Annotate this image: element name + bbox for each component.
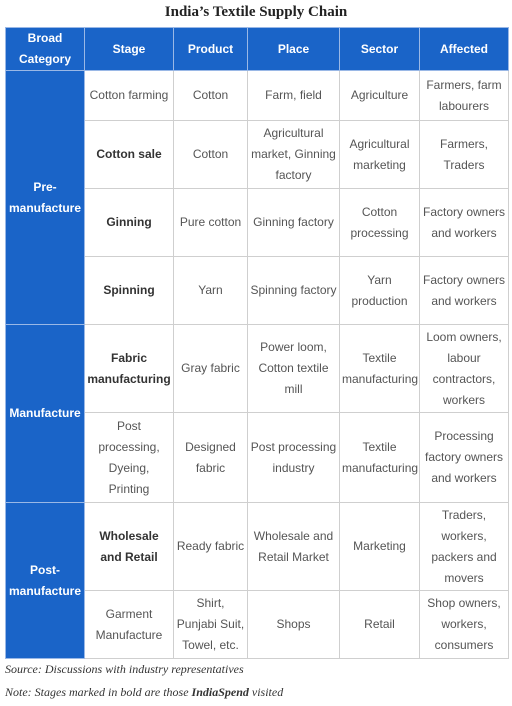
table-row: Post processing, Dyeing, Printing Designe…: [6, 412, 509, 503]
column-header: Product: [173, 27, 248, 71]
stage-cell: Garment Manufacture: [84, 590, 174, 659]
sector-cell: Agriculture: [339, 70, 420, 121]
stage-cell: Wholesale and Retail: [84, 502, 174, 591]
affected-cell: Shop owners, workers, consumers: [419, 590, 509, 659]
product-cell: Ready fabric: [173, 502, 248, 591]
product-cell: Shirt, Punjabi Suit, Towel, etc.: [173, 590, 248, 659]
affected-cell: Farmers, farm labourers: [419, 70, 509, 121]
column-header: Sector: [339, 27, 420, 71]
note-text: Note: Stages marked in bold are those: [5, 685, 192, 699]
sector-cell: Retail: [339, 590, 420, 659]
affected-cell: Factory owners and workers: [419, 256, 509, 325]
affected-cell: Processing factory owners and workers: [419, 412, 509, 503]
affected-cell: Factory owners and workers: [419, 188, 509, 257]
stage-cell: Cotton farming: [84, 70, 174, 121]
place-cell: Spinning factory: [247, 256, 340, 325]
table-row: Cotton sale Cotton Agricultural market, Gi…: [6, 120, 509, 189]
place-cell: Wholesale and Retail Market: [247, 502, 340, 591]
place-cell: Shops: [247, 590, 340, 659]
table-row: Garment Manufacture Shirt, Punjabi Suit, …: [6, 590, 509, 659]
affected-cell: Loom owners, labour contractors, workers: [419, 324, 509, 413]
column-header: Broad Category: [5, 27, 85, 71]
place-cell: Post processing industry: [247, 412, 340, 503]
affected-cell: Farmers, Traders: [419, 120, 509, 189]
note-text: visited: [248, 685, 284, 699]
place-cell: Farm, field: [247, 70, 340, 121]
product-cell: Cotton: [173, 120, 248, 189]
sector-cell: Cotton processing: [339, 188, 420, 257]
table-row: Post-manufacture Wholesale and Retail Read…: [5, 502, 509, 659]
column-header: Stage: [84, 27, 174, 71]
table-title: India’s Textile Supply Chain: [164, 4, 348, 20]
place-cell: Power loom, Cotton textile mill: [247, 324, 340, 413]
product-cell: Gray fabric: [173, 324, 248, 413]
sector-cell: Yarn production: [339, 256, 420, 325]
column-header: Place: [247, 27, 340, 71]
header-row: Broad Category Stage Product Place Sector Aff…: [5, 27, 509, 71]
broad-category: Pre-manufacture: [5, 70, 85, 325]
place-cell: Agricultural market, Ginning factory: [247, 120, 340, 189]
table-row: Pre-manufacture Cotton farming Cotton Farm,…: [5, 70, 509, 325]
table-body: Pre-manufacture Cotton farming Cotton Farm,…: [5, 70, 509, 659]
broad-category: Post-manufacture: [5, 502, 85, 659]
product-cell: Designed fabric: [173, 412, 248, 503]
stage-cell: Fabric manufacturing: [84, 324, 174, 413]
column-header: Affected: [419, 27, 509, 71]
stage-cell: Cotton sale: [84, 120, 174, 189]
table-row: Manufacture Fabric manufacturing Gray fabr…: [5, 324, 509, 503]
place-cell: Ginning factory: [247, 188, 340, 257]
sector-cell: Textile manufacturing: [339, 412, 420, 503]
stage-cell: Ginning: [84, 188, 174, 257]
sector-cell: Textile manufacturing: [339, 324, 420, 413]
affected-cell: Traders, workers, packers and movers: [419, 502, 509, 591]
table-row: Spinning Yarn Spinning factory Yarn product…: [6, 256, 509, 325]
visit-note: Note: Stages marked in bold are those In…: [5, 684, 283, 700]
product-cell: Cotton: [173, 70, 248, 121]
stage-cell: Spinning: [84, 256, 174, 325]
product-cell: Pure cotton: [173, 188, 248, 257]
sector-cell: Marketing: [339, 502, 420, 591]
note-brand: IndiaSpend: [191, 685, 249, 699]
broad-category: Manufacture: [5, 324, 85, 503]
table-row: Ginning Pure cotton Ginning factory Cotton …: [6, 188, 509, 257]
source-note: Source: Discussions with industry repres…: [5, 662, 244, 676]
sector-cell: Agricultural marketing: [339, 120, 420, 189]
supply-chain-table: Broad Category Stage Product Place Sector Aff…: [5, 27, 509, 659]
product-cell: Yarn: [173, 256, 248, 325]
stage-cell: Post processing, Dyeing, Printing: [84, 412, 174, 503]
